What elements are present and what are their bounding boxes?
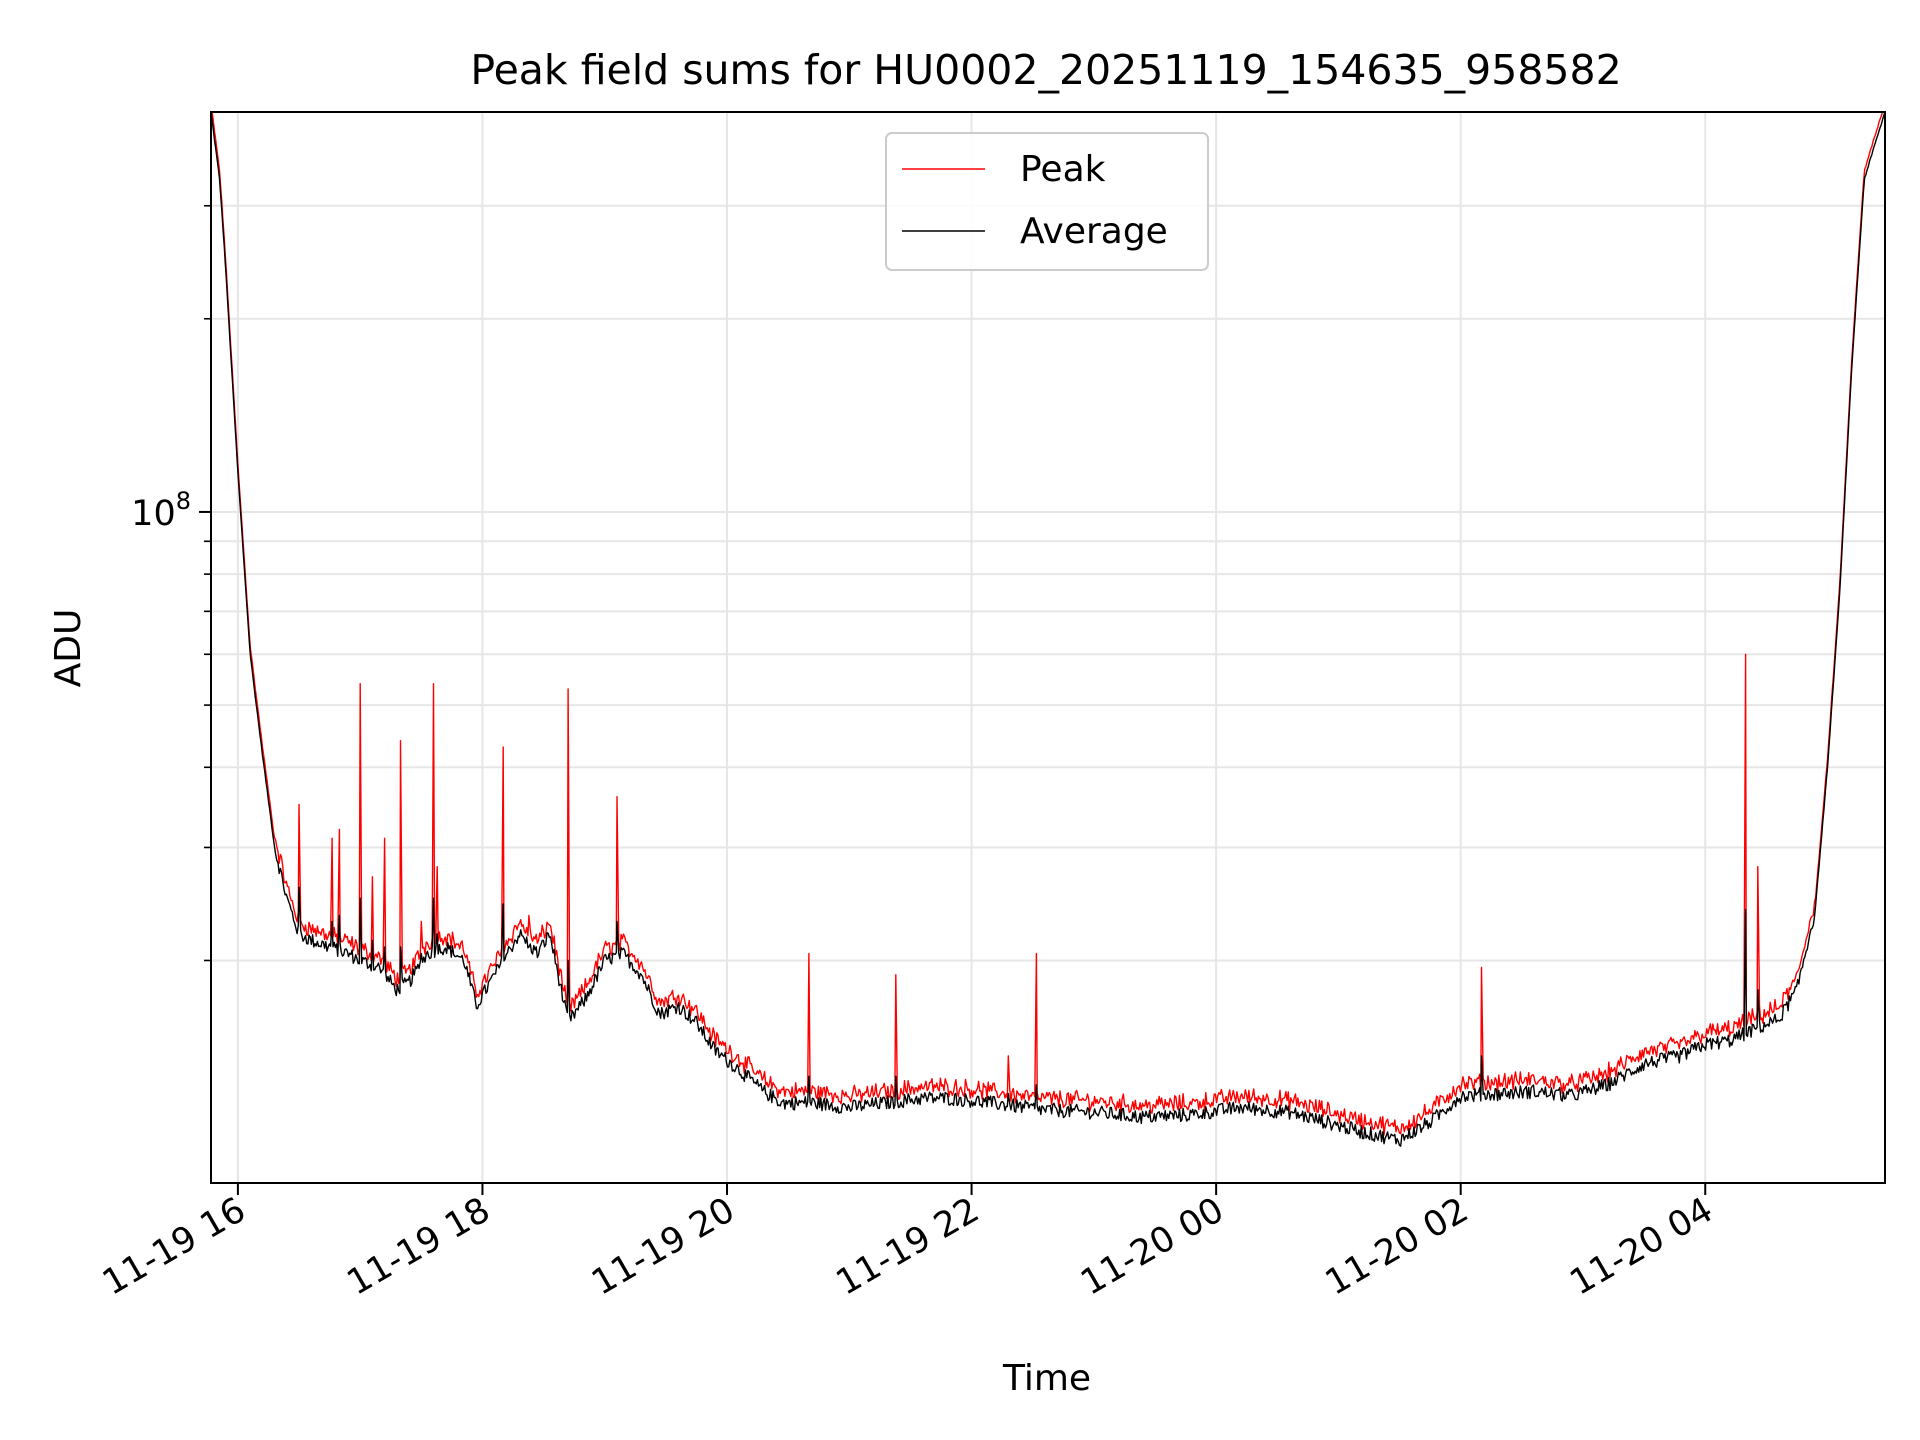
- x-tick-label: 11-20 02: [1319, 1190, 1475, 1303]
- x-tick-label: 11-20 04: [1563, 1190, 1719, 1303]
- y-tick-label: 108: [131, 487, 191, 534]
- y-axis: 108: [131, 204, 211, 962]
- legend: Peak Average: [885, 132, 1209, 271]
- x-tick-label: 11-19 18: [341, 1190, 497, 1303]
- legend-box: [885, 132, 1209, 271]
- y-axis-label: ADU: [48, 609, 89, 688]
- x-tick-label: 11-20 00: [1074, 1190, 1230, 1303]
- x-tick-label: 11-19 22: [830, 1190, 986, 1303]
- legend-peak-label: Peak: [1020, 149, 1106, 190]
- x-tick-label: 11-19 20: [585, 1190, 741, 1303]
- legend-average-label: Average: [1020, 211, 1168, 252]
- x-tick-label: 11-19 16: [96, 1190, 252, 1303]
- x-axis-label: Time: [1002, 1358, 1091, 1399]
- x-axis: 11-19 16 11-19 18 11-19 20 11-19 22 11-20 00…: [96, 1183, 1720, 1303]
- series-peak-line: [211, 112, 1884, 1136]
- plot-area: [211, 112, 1885, 1147]
- chart-title: Peak field sums for HU0002_20251119_1546…: [470, 46, 1621, 94]
- series-average-line: [211, 112, 1885, 1147]
- grid: [211, 112, 1885, 1183]
- plot-frame: [210, 111, 1886, 1184]
